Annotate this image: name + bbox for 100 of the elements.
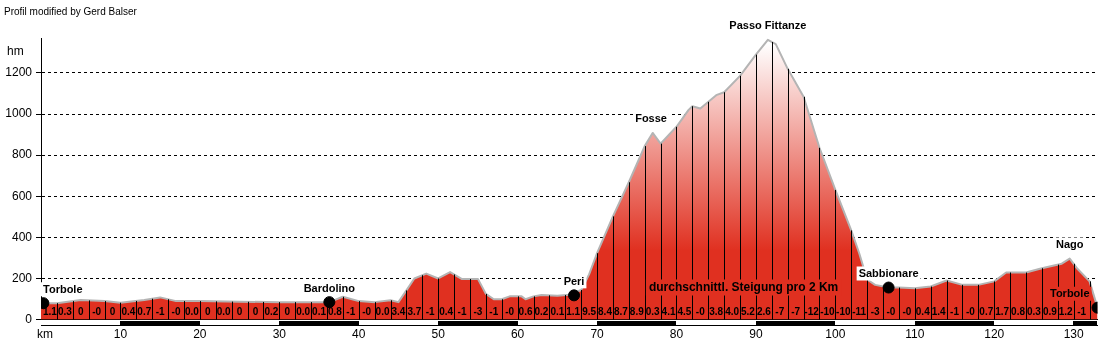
annotation: -1 — [1077, 306, 1087, 318]
annotation: 0.4 — [439, 306, 454, 318]
annotation: durchschnittl. Steigung pro 2 Km — [648, 279, 839, 294]
annotation: 1.1 — [43, 306, 58, 318]
x-tick-label: 100 — [825, 327, 846, 342]
y-axis-title: hm — [7, 44, 24, 59]
annotation: Passo Fittanze — [729, 19, 807, 32]
annotation: 1.7 — [995, 306, 1010, 318]
annotation: 4.1 — [661, 306, 676, 318]
annotation: 3.8 — [709, 306, 724, 318]
x-axis-title: km — [37, 326, 53, 341]
annotation: 0.2 — [264, 306, 279, 318]
annotation: 4.0 — [725, 306, 740, 318]
chart-title: Profil modified by Gerd Balser — [4, 5, 138, 17]
annotation: 0.3 — [57, 306, 73, 318]
annotation: -1 — [346, 306, 356, 318]
annotation: 2.6 — [756, 306, 772, 318]
annotation: 0.8 — [1011, 306, 1026, 318]
annotation: 0.0 — [216, 306, 232, 318]
annotation: 0.7 — [137, 306, 152, 318]
annotation: 0.7 — [979, 306, 994, 318]
annotation: -0 — [92, 306, 102, 318]
x-tick-label: 120 — [984, 327, 1005, 342]
annotation: 5.2 — [741, 306, 756, 318]
annotation: 0.8 — [327, 306, 343, 318]
annotation: 8.9 — [629, 306, 645, 318]
x-tick-label: 30 — [272, 327, 287, 342]
annotation: 0 — [205, 306, 212, 318]
annotation: 0.3 — [1027, 306, 1042, 318]
annotation: 0 — [236, 306, 243, 318]
y-tick-label: 1200 — [5, 65, 33, 80]
annotation: -3 — [473, 306, 483, 318]
annotation: 0 — [252, 306, 259, 318]
point — [568, 289, 581, 302]
annotation: Torbole — [43, 282, 83, 295]
annotation: 0.4 — [121, 306, 136, 318]
annotation: 0.0 — [296, 306, 311, 318]
annotation: 0.0 — [375, 306, 390, 318]
annotation: -12 — [804, 306, 820, 318]
x-tick-label: 80 — [669, 327, 684, 342]
annotation: Peri — [563, 274, 585, 287]
x-tick-label: 110 — [905, 327, 925, 342]
annotation: 0.3 — [645, 306, 661, 318]
x-tick-label: 20 — [193, 327, 207, 342]
annotation: -11 — [852, 306, 867, 318]
annotation: 9.5 — [582, 306, 597, 318]
annotation: 0.2 — [534, 306, 549, 318]
y-tick-label: 200 — [11, 270, 33, 285]
annotation: 0.4 — [915, 306, 931, 318]
annotation: Bardolino — [303, 281, 356, 294]
annotation: -3 — [870, 306, 880, 318]
x-tick-label: 50 — [431, 327, 446, 342]
annotation: 1.4 — [931, 306, 947, 318]
annotation: -0 — [902, 306, 912, 318]
annotation: -0 — [505, 306, 515, 318]
y-tick-label: 600 — [11, 188, 33, 203]
annotation: -7 — [775, 306, 785, 318]
annotation: -10 — [836, 306, 851, 318]
x-tick-label: 90 — [749, 327, 763, 342]
annotation: 1.1 — [566, 306, 581, 318]
annotation: -0 — [965, 306, 976, 318]
annotation: 0 — [284, 306, 291, 318]
annotation: 0.0 — [184, 306, 200, 318]
annotation: -1 — [950, 306, 960, 318]
y-tick-label: 1000 — [5, 106, 33, 121]
annotation: -1 — [155, 306, 166, 318]
annotation: -7 — [791, 306, 801, 318]
annotation: -10 — [820, 306, 836, 318]
annotation: Nago — [1055, 238, 1084, 251]
annotation: -1 — [457, 306, 467, 318]
annotation: 0.1 — [550, 306, 565, 318]
annotation: 0 — [77, 306, 84, 318]
y-tick-label: 400 — [11, 229, 33, 244]
annotation: Fosse — [635, 112, 667, 125]
x-tick-label: 40 — [352, 327, 366, 342]
annotation: 3.4 — [391, 306, 406, 318]
annotation: 8.4 — [598, 306, 613, 318]
annotation: Sabbionare — [858, 267, 919, 280]
annotation: Torbole — [1049, 287, 1090, 300]
y-tick-label: 0 — [25, 311, 33, 326]
annotation: -0 — [886, 306, 896, 318]
x-tick-label: 70 — [590, 327, 605, 342]
annotation: -1 — [425, 306, 436, 318]
x-tick-label: 130 — [1063, 327, 1084, 342]
y-tick-label: 800 — [11, 147, 33, 162]
annotation: 0.1 — [312, 306, 327, 318]
annotation: -0 — [695, 306, 706, 318]
annotation: 4.5 — [677, 306, 692, 318]
annotation: 3.7 — [407, 306, 422, 318]
point — [882, 281, 895, 294]
annotation: 0 — [109, 306, 116, 318]
annotation: -0 — [362, 306, 372, 318]
annotation: -1 — [489, 306, 499, 318]
x-tick-label: 10 — [113, 327, 128, 342]
annotation: 1.2 — [1058, 306, 1074, 318]
x-tick-label: 60 — [510, 327, 525, 342]
annotation: 0.6 — [518, 306, 533, 318]
annotation: -0 — [171, 306, 181, 318]
annotation: 8.7 — [613, 306, 629, 318]
annotation: 0.9 — [1042, 306, 1058, 318]
